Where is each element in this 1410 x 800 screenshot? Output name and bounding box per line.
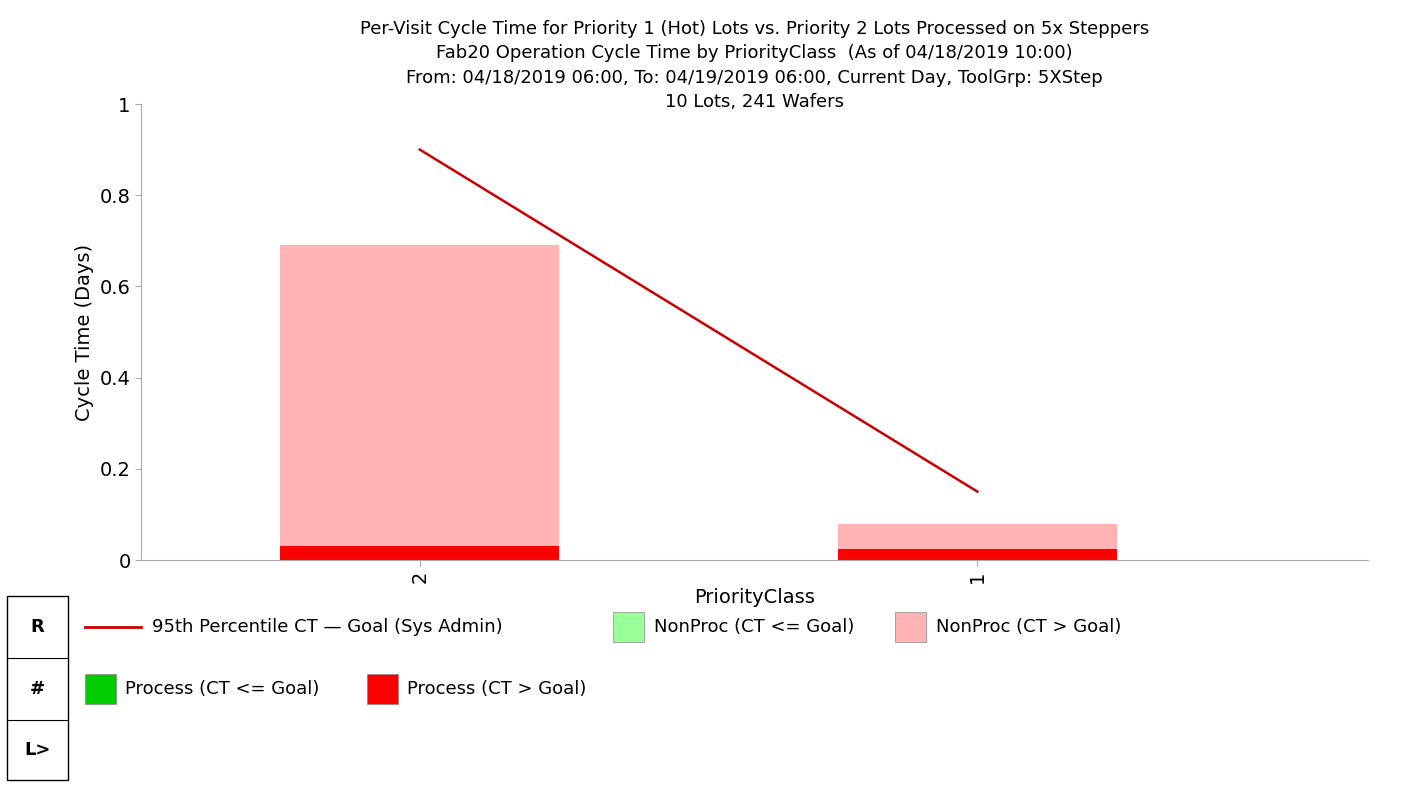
Text: 95th Percentile CT — Goal (Sys Admin): 95th Percentile CT — Goal (Sys Admin)	[152, 618, 503, 636]
Text: Per-Visit Cycle Time for Priority 1 (Hot) Lots vs. Priority 2 Lots Processed on : Per-Visit Cycle Time for Priority 1 (Hot…	[360, 20, 1149, 111]
Text: NonProc (CT > Goal): NonProc (CT > Goal)	[936, 618, 1121, 636]
Text: Process (CT > Goal): Process (CT > Goal)	[407, 680, 587, 698]
Text: #: #	[30, 680, 45, 698]
Text: NonProc (CT <= Goal): NonProc (CT <= Goal)	[654, 618, 854, 636]
Bar	[838, 549, 1117, 560]
X-axis label: PriorityClass: PriorityClass	[694, 588, 815, 607]
Bar	[281, 546, 560, 560]
Y-axis label: Cycle Time (Days): Cycle Time (Days)	[75, 243, 94, 421]
Text: Process (CT <= Goal): Process (CT <= Goal)	[125, 680, 320, 698]
Text: L>: L>	[24, 741, 51, 759]
Bar	[281, 246, 560, 546]
Text: R: R	[31, 618, 44, 636]
Bar	[838, 523, 1117, 549]
